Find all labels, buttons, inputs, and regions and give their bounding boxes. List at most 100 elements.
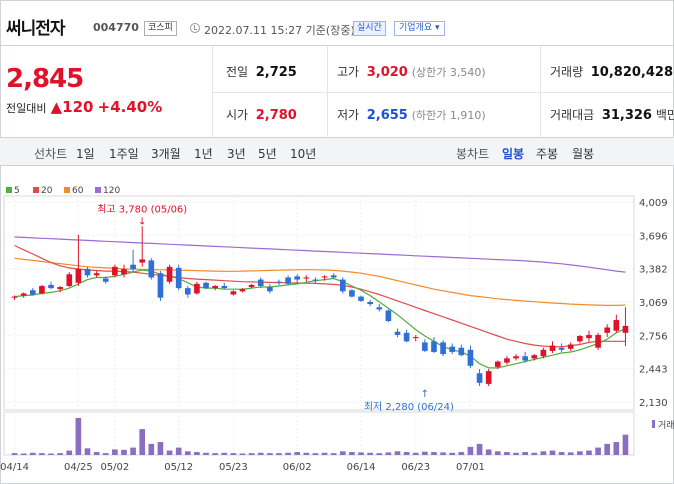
volume-bar	[613, 442, 620, 455]
volume-bar	[248, 453, 255, 455]
volume-bar	[604, 443, 611, 455]
candle-body	[66, 274, 73, 286]
period-3y[interactable]: 3년	[227, 147, 246, 161]
candle-body	[595, 334, 601, 348]
x-tick-label: 04/25	[64, 462, 93, 473]
prev-close: 전일 2,725	[226, 63, 297, 80]
volume-bar	[485, 449, 492, 455]
candle-body	[431, 341, 437, 352]
volume-bar	[367, 452, 373, 455]
candle-body	[276, 281, 282, 283]
realtime-button[interactable]: 실시간	[353, 21, 386, 36]
x-tick-label: 07/01	[456, 462, 485, 473]
candle-body	[485, 371, 492, 384]
volume-bar	[504, 452, 510, 455]
candle-body	[303, 277, 310, 279]
volume-bar	[595, 447, 601, 455]
current-price: 2,845	[6, 64, 84, 94]
stock-name[interactable]: 써니전자	[6, 19, 66, 39]
volume-bar	[531, 452, 538, 455]
open-label: 시가	[226, 108, 249, 122]
candle-body	[267, 287, 273, 292]
divider	[212, 92, 674, 93]
period-10y[interactable]: 10년	[290, 147, 317, 161]
candle-body	[567, 344, 574, 349]
volume-bar	[349, 452, 355, 455]
volume-label: 거래량	[550, 65, 584, 79]
volume-value: 10,820,428	[590, 65, 674, 80]
max-price-label: 최고 3,780 (05/06)	[97, 203, 187, 215]
lower-limit: (하한가 1,910)	[411, 109, 486, 122]
x-tick-label: 06/02	[283, 462, 312, 473]
candle-body	[48, 284, 54, 289]
volume-bar	[431, 452, 437, 455]
candle-body	[385, 310, 392, 322]
candle-monthly[interactable]: 월봉	[572, 147, 595, 161]
volume-bar	[184, 451, 191, 455]
candle-body	[157, 273, 164, 298]
candle-body	[84, 268, 91, 276]
y-tick-label: 2,756	[639, 331, 668, 342]
period-1d[interactable]: 1일	[76, 147, 95, 161]
candle-body	[577, 336, 583, 342]
volume-bar	[586, 450, 592, 455]
volume-bar	[577, 451, 583, 455]
volume-bar	[157, 442, 164, 455]
volume-bar	[330, 453, 337, 455]
volume-bar	[476, 443, 483, 455]
price-change: 전일대비 ▲120 +4.40%	[6, 98, 162, 116]
volume-bar	[558, 452, 565, 455]
x-tick-label: 06/23	[401, 462, 430, 473]
y-tick-label: 2,130	[639, 398, 668, 409]
candle-body	[121, 268, 127, 275]
volume-bar	[203, 452, 209, 455]
legend-item-ma120: 120	[95, 186, 120, 196]
candle-body	[513, 356, 519, 359]
period-5y[interactable]: 5년	[258, 147, 277, 161]
period-1y[interactable]: 1년	[194, 147, 213, 161]
candle-body	[11, 296, 18, 298]
change-value: 120	[62, 98, 94, 116]
legend-swatch	[64, 187, 70, 193]
chart-period-toolbar: 선차트 1일 1주일 3개월 1년 3년 5년 10년 봉차트 일봉 주봉 월봉	[0, 138, 674, 166]
volume-bar	[321, 452, 328, 455]
y-tick-label: 3,696	[639, 231, 668, 242]
candle-body	[339, 279, 346, 292]
company-overview-dropdown[interactable]: 기업개요 ▾	[394, 21, 445, 36]
candle-body	[358, 296, 364, 301]
candle-body	[321, 276, 328, 278]
candle-body	[175, 267, 182, 289]
candle-daily[interactable]: 일봉	[502, 147, 525, 161]
stock-code: 004770	[93, 21, 139, 34]
volume-bar	[622, 434, 629, 455]
legend-swatch	[6, 187, 12, 193]
prev-close-label: 전일	[226, 65, 249, 79]
legend-swatch	[95, 187, 101, 193]
candle-body	[604, 327, 611, 333]
legend-label: 60	[72, 186, 84, 196]
candle-body	[312, 279, 319, 281]
volume-bar	[394, 451, 401, 455]
volume-bar	[102, 453, 109, 455]
candle-body	[476, 373, 483, 383]
candle-body	[349, 290, 355, 297]
candle-body	[285, 277, 291, 284]
amount-unit: 백만	[655, 108, 674, 122]
volume-bar	[494, 451, 501, 455]
stock-header: 써니전자 004770 코스피 2022.07.11 15:27 기준(장중) …	[0, 0, 674, 46]
volume-bar	[267, 453, 273, 455]
volume-bar	[285, 452, 291, 455]
timestamp: 2022.07.11 15:27 기준(장중)	[204, 24, 355, 37]
volume-bar	[403, 452, 410, 455]
line-chart-label[interactable]: 선차트	[34, 147, 68, 161]
candle-body	[230, 291, 237, 295]
company-overview-label: 기업개요	[399, 23, 433, 33]
candle-weekly[interactable]: 주봉	[536, 147, 559, 161]
candle-body	[540, 349, 547, 357]
period-1w[interactable]: 1주일	[109, 147, 139, 161]
trade-amount: 거래대금 31,326 백만	[550, 106, 674, 123]
candle-body	[294, 276, 301, 280]
period-3m[interactable]: 3개월	[151, 147, 181, 161]
volume-bar	[175, 447, 182, 455]
